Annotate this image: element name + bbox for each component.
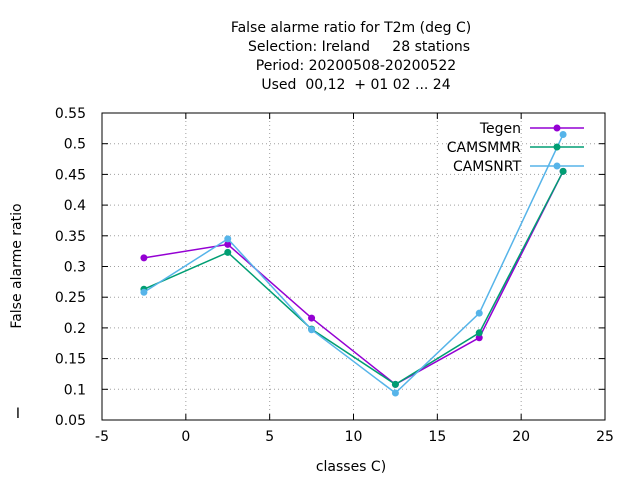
legend-label-camsnrt: CAMSNRT [453,159,522,175]
data-point-camsnrt [140,288,148,296]
chart-title: False alarme ratio for T2m (deg C) Selec… [231,20,471,93]
x-tick-labels: -5 0 5 10 15 20 25 [95,429,614,445]
y-axis-label: False alarme ratio [9,203,25,328]
side-marker: I [16,406,20,422]
x-tick-label: -5 [95,429,109,445]
y-tick-label: 0.1 [64,382,86,398]
series-lines [140,130,567,397]
y-tick-label: 0.5 [64,137,86,153]
data-point-camsnrt [391,389,399,397]
y-tick-label: 0.55 [55,106,86,122]
chart-title-line-3: Period: 20200508-20200522 [256,58,456,74]
chart-title-line-1: False alarme ratio for T2m (deg C) [231,20,471,36]
data-point-camsnrt [308,326,316,334]
data-point-tegen [140,254,148,262]
x-tick-label: 20 [512,429,530,445]
y-tick-label: 0.3 [64,260,86,276]
series-line-camsnrt [143,134,564,394]
data-point-tegen [308,314,316,322]
legend-label-tegen: Tegen [479,121,521,137]
data-point-camsnrt [559,130,567,138]
x-axis-label: classes C) [316,459,386,475]
data-point-camsmmr [475,329,483,337]
x-tick-label: 15 [428,429,446,445]
legend-marker-camsmmr [553,143,561,151]
legend-label-camsmmr: CAMSMMR [447,140,521,156]
data-point-tegen [224,240,232,248]
x-tick-label: 25 [596,429,614,445]
y-tick-label: 0.35 [55,229,86,245]
data-point-camsmmr [559,167,567,175]
chart-title-line-2: Selection: Ireland 28 stations [248,39,470,55]
data-point-camsmmr [391,380,399,388]
plot-frame [101,112,606,421]
y-tick-label: 0.4 [64,198,86,214]
data-point-camsnrt [475,309,483,317]
y-tick-label: 0.15 [55,352,86,368]
data-point-tegen [475,334,483,342]
data-point-camsmmr [224,248,232,256]
series-line-tegen [143,170,564,386]
x-tick-label: 10 [345,429,363,445]
legend-marker-tegen [553,124,561,132]
chart-title-line-4: Used 00,12 + 01 02 ... 24 [261,77,450,93]
y-tick-label: 0.45 [55,167,86,183]
y-tick-labels: 0.05 0.1 0.15 0.2 0.25 0.3 0.35 0.4 0.45 0.5 0.55 [55,106,86,429]
data-point-camsnrt [224,235,232,243]
grid [102,113,605,420]
x-tick-label: 0 [181,429,190,445]
series-line-camsmmr [143,170,564,386]
x-tick-label: 5 [265,429,274,445]
legend: Tegen CAMSMMR CAMSNRT [447,121,584,175]
y-tick-label: 0.2 [64,321,86,337]
y-tick-label: 0.05 [55,413,86,429]
legend-marker-camsnrt [553,162,561,170]
y-tick-label: 0.25 [55,290,86,306]
